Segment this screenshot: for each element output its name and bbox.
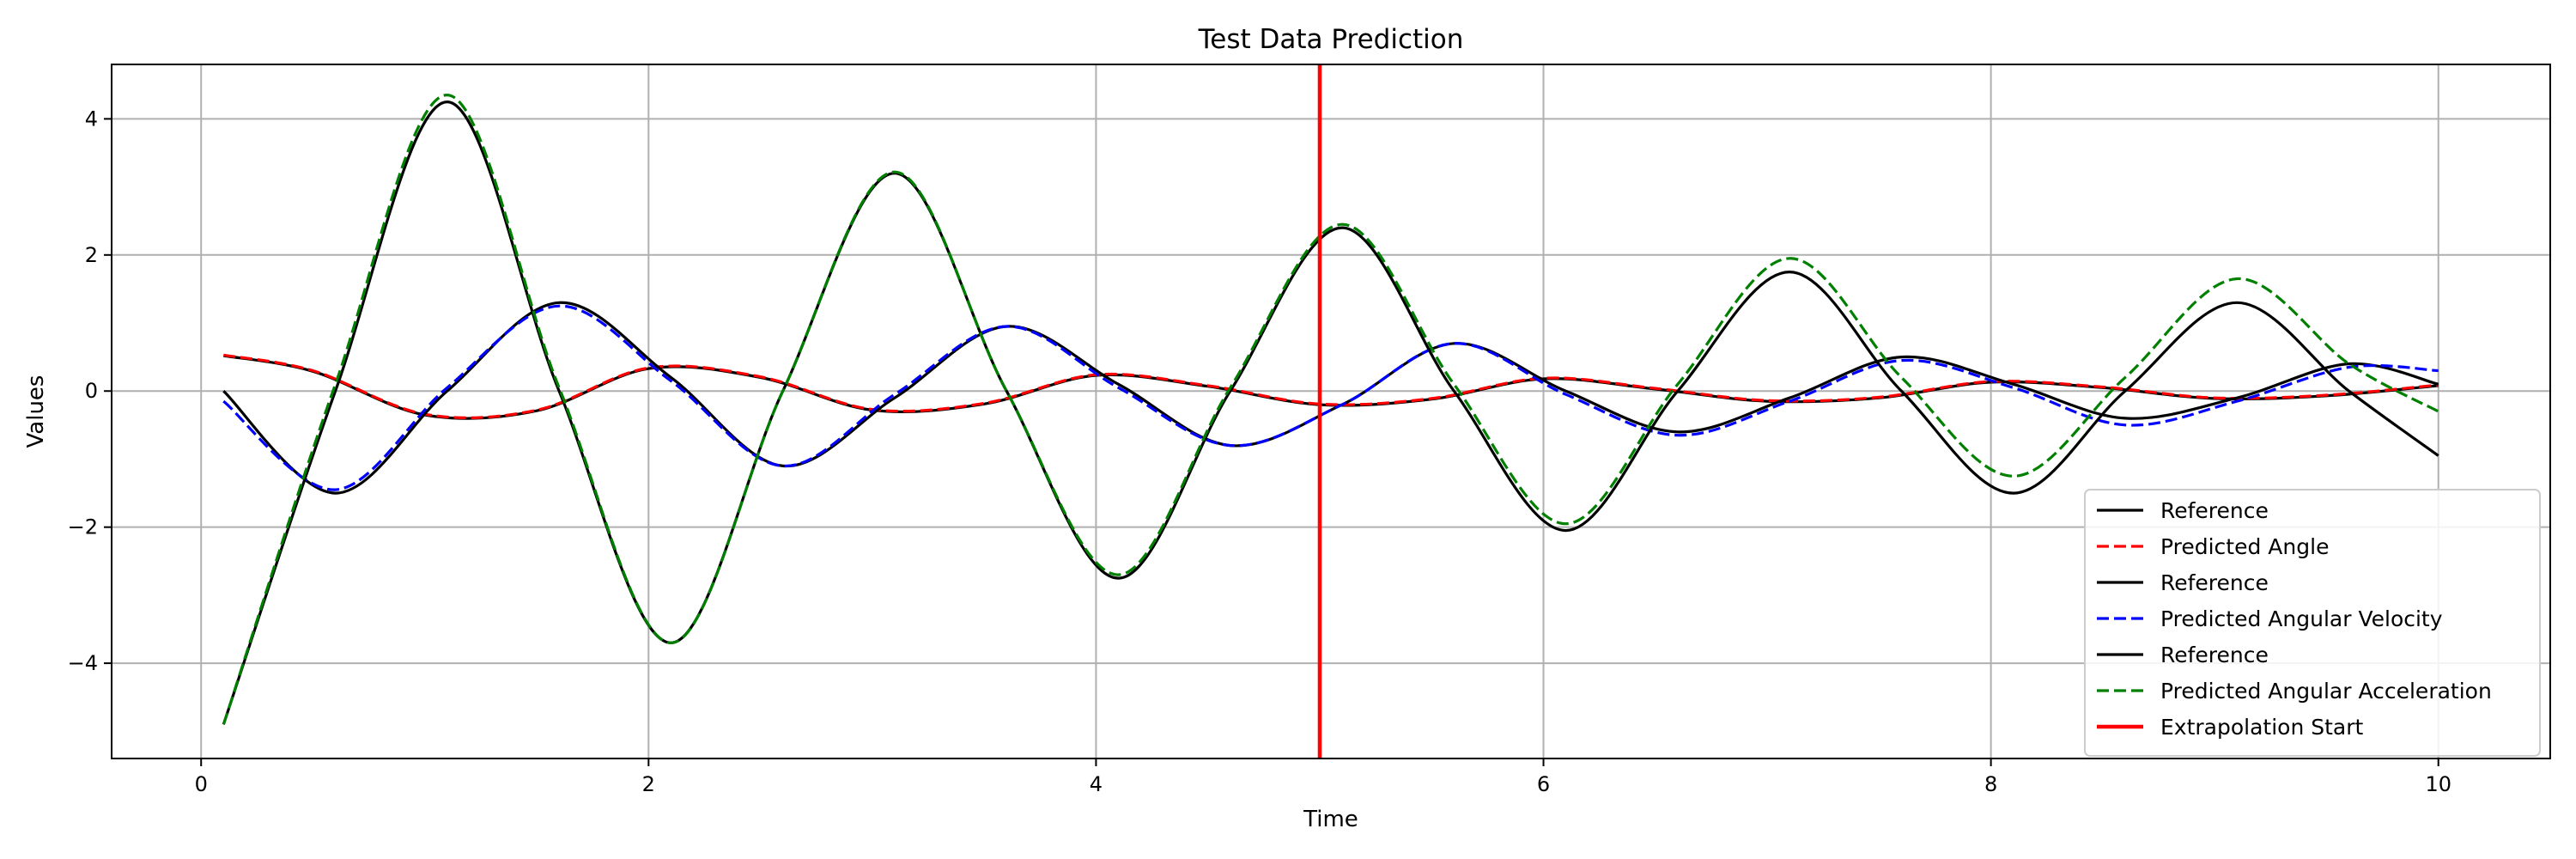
x-tick-label: 6 — [1537, 772, 1550, 796]
x-tick-label: 2 — [642, 772, 655, 796]
legend-label: Reference — [2160, 643, 2269, 667]
ticks: 0 2 4 6 8 10 −4 −2 0 2 4 — [68, 107, 2451, 796]
series-line-4 — [222, 101, 2439, 725]
x-tick-label: 10 — [2425, 772, 2451, 796]
legend-box — [2084, 489, 2541, 757]
legend: Reference Predicted Angle Reference Predict… — [2084, 489, 2541, 757]
x-axis-label: Time — [1303, 807, 1358, 832]
y-tick-label: 0 — [85, 379, 98, 403]
y-tick-label: −4 — [68, 651, 98, 675]
series-line-5 — [222, 93, 2439, 725]
legend-label: Reference — [2160, 570, 2269, 595]
y-tick-label: 4 — [85, 107, 98, 131]
chart-title: Test Data Prediction — [1198, 24, 1464, 55]
plot-area — [222, 64, 2439, 758]
legend-label: Predicted Angular Acceleration — [2160, 679, 2492, 704]
x-tick-label: 4 — [1090, 772, 1103, 796]
y-tick-label: 2 — [85, 243, 98, 267]
legend-label: Predicted Angular Velocity — [2160, 606, 2443, 631]
axes-frame — [111, 64, 2551, 759]
legend-label: Predicted Angle — [2160, 534, 2329, 559]
y-axis-label: Values — [23, 375, 49, 448]
y-tick-label: −2 — [68, 515, 98, 539]
legend-label: Extrapolation Start — [2160, 715, 2364, 740]
x-tick-label: 8 — [1984, 772, 1997, 796]
series-line-3 — [222, 304, 2439, 491]
x-tick-label: 0 — [195, 772, 208, 796]
legend-label: Reference — [2160, 498, 2269, 523]
